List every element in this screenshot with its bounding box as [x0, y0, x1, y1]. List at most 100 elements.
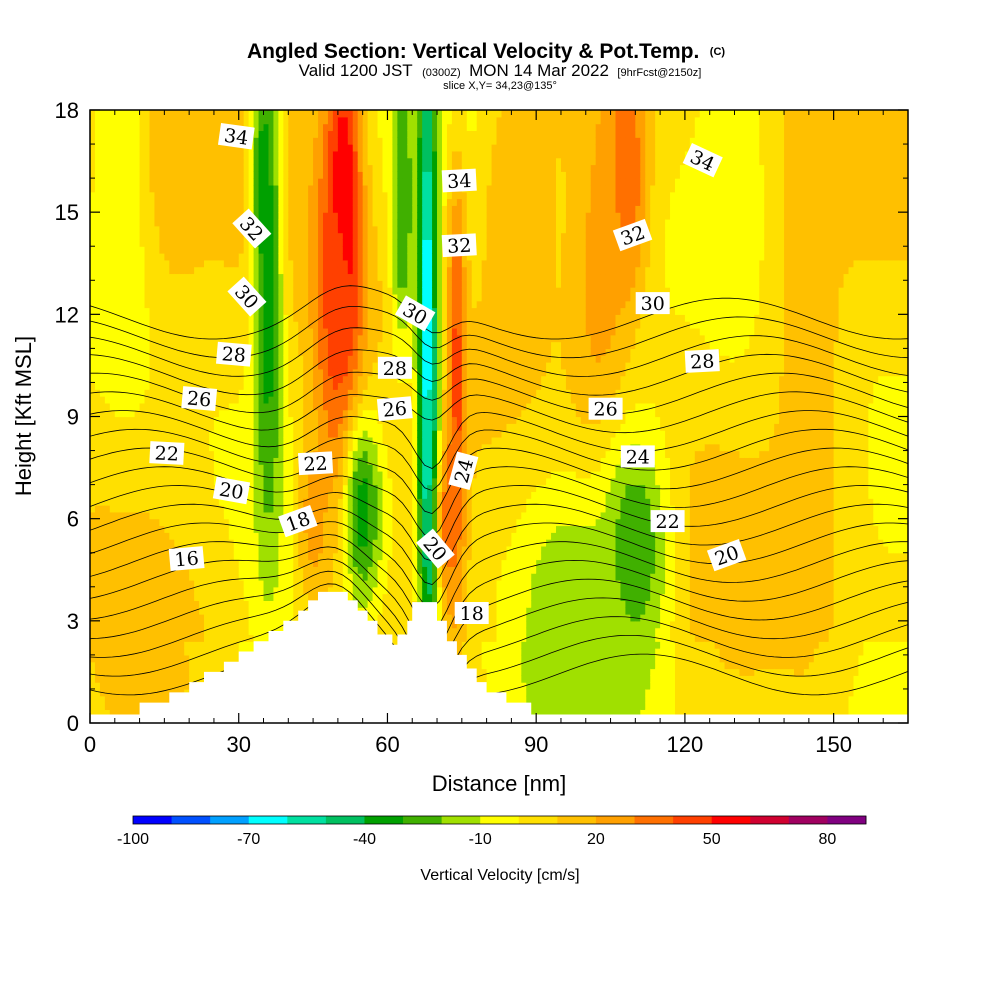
velocity-cell [169, 593, 175, 601]
velocity-cell [90, 225, 96, 234]
velocity-cell [104, 668, 111, 676]
velocity-cell [288, 552, 294, 561]
velocity-cell [263, 110, 270, 118]
velocity-cell [144, 123, 151, 132]
velocity-cell [273, 505, 279, 513]
velocity-cell [174, 266, 180, 275]
velocity-cell [323, 307, 329, 315]
velocity-cell [139, 491, 146, 499]
velocity-cell [313, 246, 319, 254]
velocity-cell [337, 498, 344, 506]
velocity-cell [208, 477, 215, 486]
velocity-cell [303, 375, 309, 384]
velocity-cell [273, 470, 279, 479]
velocity-cell [213, 634, 220, 642]
velocity-cell [303, 253, 309, 261]
velocity-cell [204, 307, 210, 315]
velocity-cell [154, 198, 161, 206]
velocity-cell [298, 545, 304, 554]
velocity-cell [134, 253, 141, 261]
velocity-cell [174, 586, 180, 595]
velocity-cell [189, 436, 195, 445]
velocity-cell [104, 675, 111, 683]
velocity-cell [288, 137, 294, 145]
velocity-cell [99, 552, 106, 561]
velocity-cell [332, 273, 339, 281]
velocity-cell [218, 648, 225, 656]
velocity-cell [199, 443, 205, 452]
velocity-cell [90, 545, 96, 554]
velocity-cell [184, 198, 190, 206]
velocity-cell [238, 259, 245, 268]
velocity-cell [149, 641, 156, 649]
velocity-cell [194, 178, 200, 186]
velocity-cell [179, 668, 185, 676]
velocity-cell [223, 654, 230, 663]
velocity-cell [139, 396, 146, 404]
velocity-cell [124, 539, 131, 547]
velocity-cell [337, 150, 344, 159]
velocity-cell [238, 579, 245, 588]
velocity-cell [243, 157, 250, 166]
velocity-cell [194, 457, 200, 465]
velocity-cell [303, 396, 309, 404]
velocity-cell [104, 362, 111, 370]
velocity-cell [323, 280, 329, 288]
velocity-cell [273, 607, 279, 615]
velocity-cell [179, 123, 185, 132]
velocity-cell [164, 436, 170, 445]
velocity-cell [342, 416, 349, 424]
velocity-cell [278, 545, 284, 554]
velocity-cell [293, 532, 299, 540]
velocity-cell [94, 130, 101, 138]
velocity-cell [144, 525, 151, 533]
velocity-cell [139, 171, 146, 179]
velocity-cell [134, 539, 141, 547]
velocity-cell [248, 491, 255, 499]
velocity-cell [184, 641, 190, 649]
velocity-cell [273, 396, 279, 404]
velocity-cell [184, 614, 190, 622]
velocity-cell [313, 287, 319, 295]
velocity-cell [342, 232, 349, 241]
velocity-cell [337, 300, 344, 309]
velocity-cell [169, 218, 175, 227]
velocity-cell [154, 212, 161, 220]
velocity-cell [134, 641, 141, 649]
velocity-cell [90, 341, 96, 349]
velocity-cell [109, 675, 116, 683]
velocity-cell [243, 327, 250, 336]
velocity-cell [144, 314, 151, 322]
velocity-cell [352, 409, 359, 418]
velocity-cell [179, 423, 185, 431]
velocity-cell [313, 579, 319, 588]
velocity-cell [218, 573, 225, 581]
velocity-cell [119, 402, 126, 411]
velocity-cell [184, 586, 190, 595]
velocity-cell [313, 239, 319, 247]
velocity-cell [144, 614, 151, 622]
velocity-cell [223, 205, 230, 213]
velocity-cell [114, 382, 121, 390]
velocity-cell [134, 648, 141, 656]
velocity-cell [129, 457, 136, 465]
velocity-cell [243, 518, 250, 527]
velocity-cell [213, 661, 220, 670]
velocity-cell [248, 157, 255, 166]
velocity-cell [104, 627, 111, 636]
velocity-cell [223, 627, 230, 636]
velocity-cell [189, 416, 195, 424]
velocity-cell [298, 382, 304, 390]
velocity-cell [268, 525, 275, 533]
velocity-cell [104, 225, 111, 234]
velocity-cell [357, 518, 364, 527]
velocity-cell [337, 123, 344, 132]
velocity-cell [154, 355, 161, 363]
velocity-cell [228, 457, 235, 465]
velocity-cell [268, 300, 275, 309]
velocity-cell [342, 198, 349, 206]
velocity-cell [144, 198, 151, 206]
velocity-cell [119, 368, 126, 377]
velocity-cell [174, 314, 180, 322]
velocity-cell [342, 525, 349, 533]
